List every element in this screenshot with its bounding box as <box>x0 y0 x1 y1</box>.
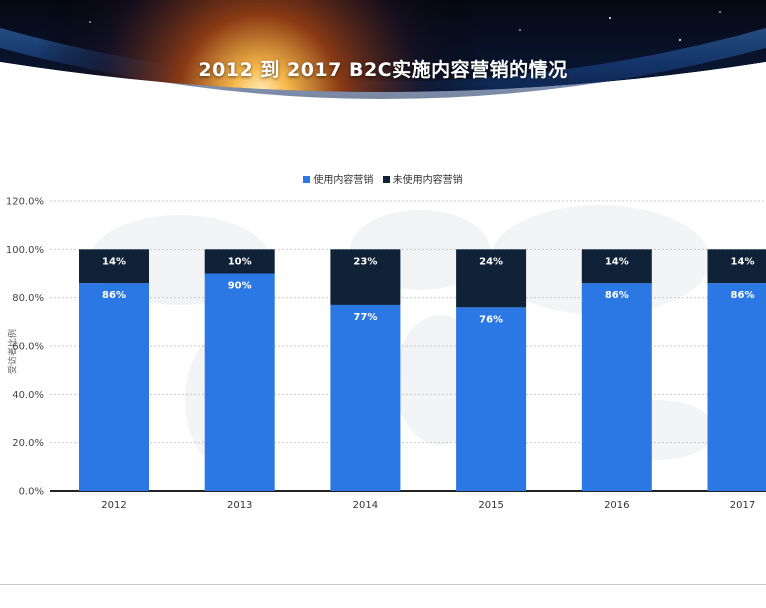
bar-not-used <box>204 249 275 274</box>
bar-used <box>456 307 527 491</box>
x-tick-label: 2014 <box>353 500 378 511</box>
bar-used <box>79 283 149 491</box>
bar-not-used <box>707 249 766 284</box>
bar-used <box>330 304 401 491</box>
bar-not-used <box>456 249 527 308</box>
x-tick-label: 2013 <box>227 500 252 511</box>
x-tick-label: 2017 <box>730 500 755 511</box>
bar-used <box>707 283 766 491</box>
bar-used <box>581 283 652 491</box>
bar-data-label: 76% <box>479 314 503 325</box>
y-tick-label: 80.0% <box>12 293 44 304</box>
legend-item-not-used: 未使用内容营销 <box>382 171 463 186</box>
bar-data-label: 86% <box>731 290 755 301</box>
legend-label-not-used: 未使用内容营销 <box>392 175 463 186</box>
chart-legend: 使用内容营销 未使用内容营销 <box>0 171 766 186</box>
x-tick-label: 2016 <box>604 500 629 511</box>
y-tick-label: 60.0% <box>12 342 44 353</box>
legend-item-used: 使用内容营销 <box>303 171 373 186</box>
bar-not-used <box>581 249 652 284</box>
bar-data-label: 86% <box>102 290 126 301</box>
page-title: 2012 到 2017 B2C实施内容营销的情况 <box>198 59 568 81</box>
x-axis-ticks: 2012 2013 2014 2015 2016 2017 <box>101 500 755 511</box>
bar-data-label: 23% <box>353 256 377 267</box>
y-tick-label: 100.0% <box>6 245 44 256</box>
footer-divider <box>0 584 766 585</box>
y-tick-label: 40.0% <box>12 390 44 401</box>
bars: 86% 14% 90% 10% 77% 23% 76% 24% 86% 14% 86% 14% <box>79 249 766 491</box>
bar-not-used <box>79 249 149 284</box>
bar-data-label: 14% <box>605 256 629 267</box>
bar-data-label: 14% <box>102 256 126 267</box>
bar-used <box>204 273 275 491</box>
bar-data-label: 14% <box>731 256 755 267</box>
x-tick-label: 2015 <box>478 500 503 511</box>
bar-data-label: 86% <box>605 290 629 301</box>
bar-not-used <box>330 249 401 305</box>
legend-swatch-used <box>303 176 311 183</box>
header-banner <box>0 0 766 112</box>
y-axis-ticks: 0.0% 20.0% 40.0% 60.0% 80.0% 100.0% 120.0% <box>6 197 44 498</box>
bar-data-label: 10% <box>228 256 252 267</box>
y-tick-label: 120.0% <box>6 197 44 208</box>
bar-data-label: 24% <box>479 256 503 267</box>
bar-data-label: 90% <box>228 281 252 292</box>
y-tick-label: 0.0% <box>19 487 44 498</box>
y-tick-label: 20.0% <box>12 438 44 449</box>
bar-data-label: 77% <box>353 312 377 323</box>
x-tick-label: 2012 <box>101 500 126 511</box>
space-banner-image <box>0 0 766 99</box>
legend-swatch-not-used <box>382 176 390 183</box>
legend-label-used: 使用内容营销 <box>313 175 374 186</box>
